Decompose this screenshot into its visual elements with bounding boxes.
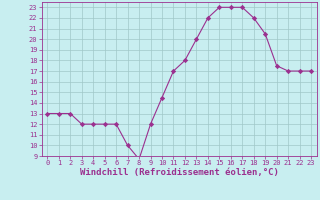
X-axis label: Windchill (Refroidissement éolien,°C): Windchill (Refroidissement éolien,°C) bbox=[80, 168, 279, 177]
